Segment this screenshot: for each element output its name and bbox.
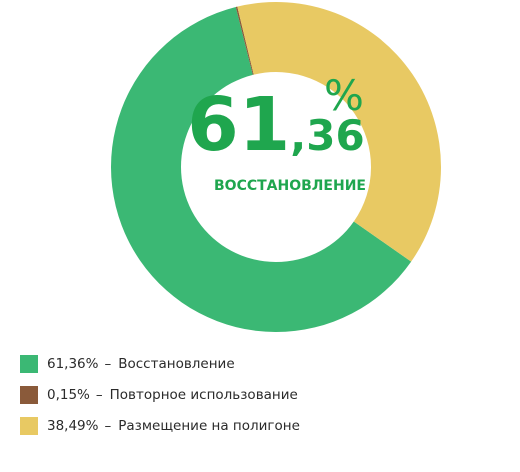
legend-separator: – [104, 356, 111, 372]
legend-value: 38,49% [47, 418, 99, 434]
legend-entry: 38,49% – Размещение на полигоне [47, 418, 300, 434]
legend-swatch [20, 417, 38, 435]
legend-label: Повторное использование [110, 387, 298, 403]
donut-slice [235, 6, 254, 75]
center-integer: 61 [187, 82, 290, 168]
donut-slice [110, 6, 412, 332]
legend-swatch [20, 355, 38, 373]
center-caption: ВОССТАНОВЛЕНИЕ [214, 178, 366, 194]
donut-slice [237, 2, 441, 262]
legend-label: Восстановление [118, 356, 234, 372]
legend-separator: – [96, 387, 103, 403]
center-unit: % [324, 71, 364, 120]
legend-swatch [20, 386, 38, 404]
center-fraction: ,36 [290, 111, 364, 160]
legend-value: 0,15% [47, 387, 90, 403]
legend-value: 61,36% [47, 356, 99, 372]
legend-entry: 0,15% – Повторное использование [47, 387, 298, 403]
donut [110, 2, 441, 332]
legend-label: Размещение на полигоне [118, 418, 300, 434]
legend-separator: – [104, 418, 111, 434]
center-value: 61,36 [187, 82, 364, 168]
legend-entry: 61,36% – Восстановление [47, 356, 235, 372]
